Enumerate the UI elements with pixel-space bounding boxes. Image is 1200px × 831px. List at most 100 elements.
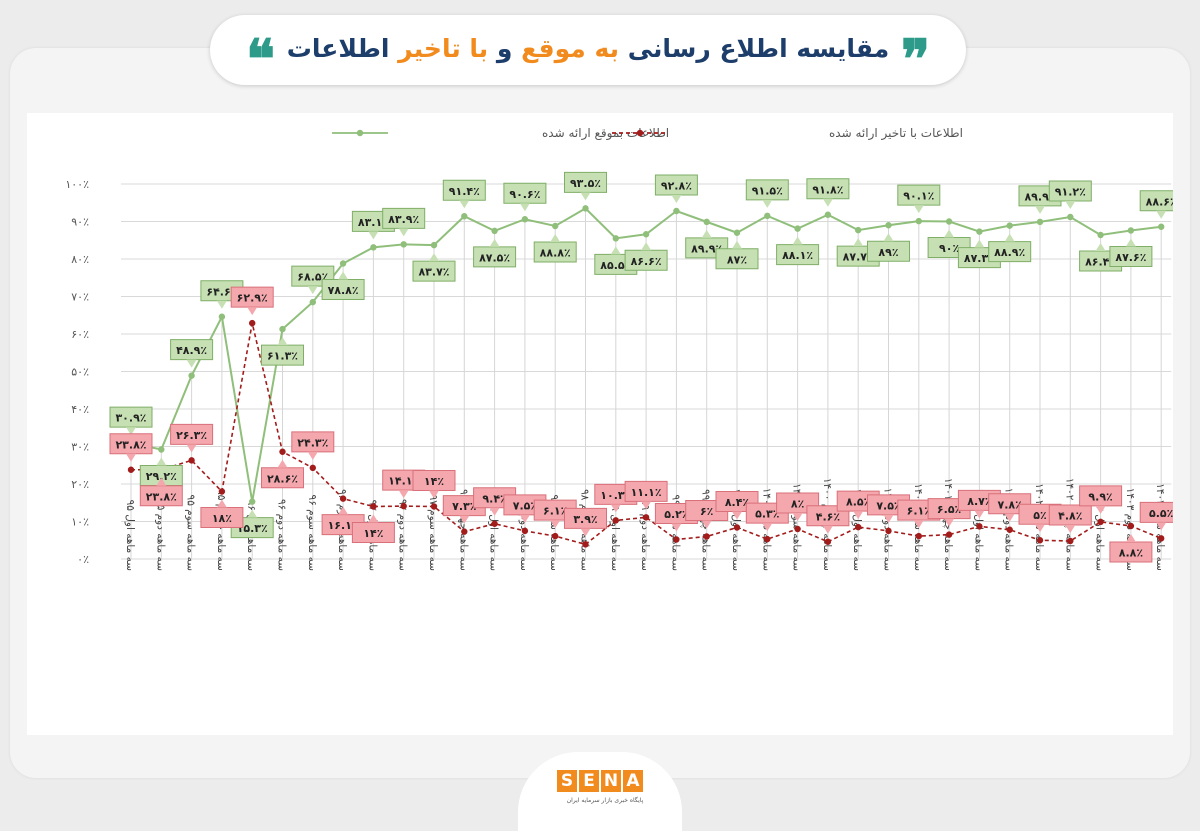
delayed-data-label: ۲۶.۳٪ (170, 423, 214, 453)
data-label-text: ۹۲.۸٪ (661, 180, 692, 193)
data-label-text: ۶۸.۵٪ (297, 271, 328, 284)
data-label-text: ۱۴٪ (424, 475, 444, 488)
data-label-pointer (519, 203, 530, 212)
data-label-pointer (156, 457, 167, 466)
data-label-pointer (762, 199, 773, 208)
y-tick-label: ۴۰٪ (71, 403, 89, 416)
logo-letter: A (623, 770, 643, 792)
ontime-point (582, 205, 589, 212)
x-tick-label: سه ماهه دوم ۹۶ (276, 499, 288, 571)
data-label-text: ۴.۸٪ (1058, 510, 1082, 523)
delayed-data-label: ۱۴٪ (412, 470, 456, 499)
page-title: مقایسه اطلاع رسانی به موقع و با تاخیر اط… (210, 33, 966, 65)
delayed-point (339, 495, 347, 502)
delayed-data-label: ۴.۸٪ (1048, 504, 1092, 533)
ontime-point (218, 313, 226, 320)
ontime-data-label: ۹۰.۱٪ (897, 184, 941, 214)
data-label-pointer (307, 286, 318, 295)
data-label-pointer (186, 444, 197, 453)
delayed-point (127, 466, 135, 473)
ontime-point (673, 207, 680, 215)
ontime-data-label: ۸۷.۵٪ (473, 238, 517, 268)
ontime-data-label: ۹۱.۴٪ (442, 179, 486, 209)
delayed-point (703, 533, 710, 540)
data-label-text: ۷.۵٪ (876, 499, 900, 512)
delayed-point (188, 457, 195, 464)
delayed-point (794, 525, 801, 533)
data-label-pointer (429, 490, 439, 499)
data-label-text: ۷.۸٪ (998, 498, 1022, 511)
data-label-text: ۹۰.۱٪ (903, 190, 934, 203)
data-label-pointer (247, 509, 258, 518)
data-label-pointer (762, 523, 773, 532)
data-label-text: ۸۷.۳٪ (964, 252, 995, 265)
ontime-data-label: ۶۱.۳٪ (261, 337, 304, 366)
x-tick-label: سه ماهه سوم ۹۷ (427, 495, 439, 571)
data-label-pointer (610, 246, 621, 255)
data-label-text: ۸۷٪ (727, 253, 747, 266)
delayed-point (945, 531, 953, 538)
data-label-text: ۸۶.۶٪ (631, 255, 662, 268)
delayed-point (1006, 526, 1013, 533)
data-label-text: ۹۰.۶٪ (509, 188, 540, 201)
data-label-text: ۲۴.۳٪ (297, 436, 328, 449)
data-label-pointer (126, 453, 136, 462)
data-label-text: ۱۴٪ (363, 527, 383, 540)
data-label-pointer (550, 520, 561, 529)
ontime-point (249, 498, 256, 505)
y-tick-label: ۰٪ (77, 553, 89, 566)
data-label-pointer (1035, 524, 1045, 533)
data-label-pointer (822, 198, 833, 207)
delayed-data-label: ۶۲.۹٪ (230, 286, 274, 316)
ontime-point (430, 241, 438, 249)
ontime-data-label: ۸۶.۶٪ (624, 242, 668, 271)
delayed-point (673, 536, 680, 543)
data-label-text: ۵٪ (1033, 509, 1046, 522)
ontime-point (612, 235, 619, 242)
data-label-text: ۸۹.۹٪ (1024, 190, 1055, 203)
ontime-point (158, 446, 165, 453)
delayed-point (249, 319, 256, 327)
data-label-text: ۹۱.۸٪ (812, 183, 843, 196)
ontime-point (945, 218, 953, 225)
data-label-text: ۵.۲٪ (664, 508, 688, 521)
delayed-point (855, 523, 862, 531)
ontime-data-label: ۹۲.۸٪ (654, 174, 698, 203)
data-label-pointer (701, 520, 712, 529)
data-label-text: ۱۸٪ (212, 512, 232, 525)
data-label-pointer (944, 229, 955, 238)
delayed-data-label: ۵.۵٪ (1139, 501, 1173, 531)
delayed-point (370, 503, 377, 510)
data-label-pointer (974, 239, 985, 248)
data-label-text: ۱۴.۱٪ (388, 475, 419, 488)
data-label-text: ۸۸.۱٪ (782, 249, 813, 262)
x-tick-label: سه ماهه سوم ۹۵ (185, 495, 197, 571)
data-label-text: ۸.۴٪ (725, 496, 749, 509)
data-label-text: ۷.۵٪ (513, 499, 537, 512)
data-label-pointer (1125, 238, 1136, 247)
data-label-text: ۹۰٪ (939, 242, 959, 255)
data-label-text: ۱۱.۱٪ (631, 486, 662, 499)
ontime-point (1006, 222, 1013, 229)
ontime-data-label: ۸۸.۸٪ (533, 234, 577, 263)
data-label-text: ۶.۵٪ (937, 503, 961, 516)
data-label-pointer (1095, 505, 1106, 514)
data-label-pointer (338, 506, 349, 515)
title-part: مقایسه اطلاع رسانی (619, 34, 890, 63)
ontime-data-label: ۹۳.۵٪ (564, 171, 607, 201)
legend-marker (356, 129, 364, 137)
data-label-text: ۵.۳٪ (755, 508, 779, 521)
data-label-text: ۲۳.۸٪ (115, 438, 146, 451)
data-label-pointer (277, 459, 288, 468)
y-tick-label: ۶۰٪ (71, 328, 89, 341)
y-tick-label: ۸۰٪ (71, 253, 89, 266)
delayed-point (976, 523, 983, 530)
data-label-pointer (156, 477, 167, 486)
close-quote-icon: ❞ (900, 27, 930, 91)
delayed-point (1127, 522, 1135, 530)
ontime-point (461, 213, 468, 220)
ontime-point (339, 260, 347, 267)
ontime-data-label: ۸۸.۹٪ (988, 233, 1032, 263)
delayed-point (1097, 518, 1104, 526)
